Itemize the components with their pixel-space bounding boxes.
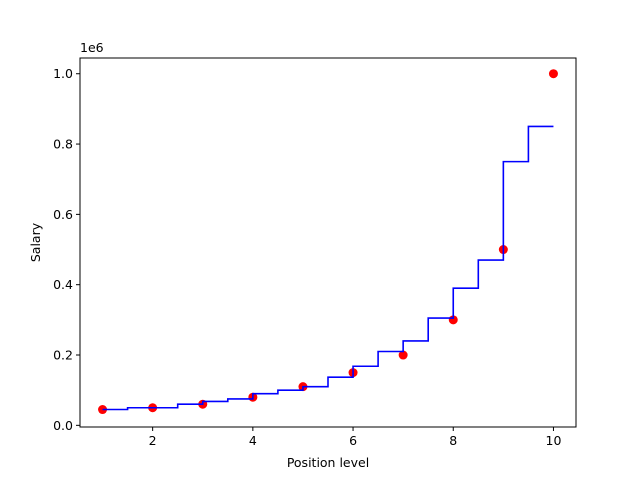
x-tick-label: 4 xyxy=(249,433,257,448)
y-axis-label: Salary xyxy=(28,222,43,262)
step-line xyxy=(102,125,554,411)
x-axis-label: Position level xyxy=(287,455,369,470)
data-point xyxy=(548,69,558,79)
x-axis-ticks: 2 4 6 8 10 xyxy=(149,427,562,448)
x-tick-label: 2 xyxy=(149,433,157,448)
y-tick-label: 0.6 xyxy=(53,207,73,222)
axes-frame xyxy=(79,57,577,428)
plot-content xyxy=(98,69,558,415)
y-tick-label: 0.4 xyxy=(53,277,73,292)
y-tick-label: 0.8 xyxy=(53,137,73,152)
data-point xyxy=(398,350,408,360)
y-axis-ticks: 0.0 0.2 0.4 0.6 0.8 1.0 xyxy=(53,66,80,433)
y-tick-label: 0.0 xyxy=(53,418,73,433)
y-axis-offset-label: 1e6 xyxy=(80,40,104,55)
x-tick-label: 8 xyxy=(449,433,457,448)
axes-border xyxy=(79,57,577,428)
x-tick-label: 10 xyxy=(546,433,562,448)
y-tick-label: 1.0 xyxy=(53,66,73,81)
y-tick-label: 0.2 xyxy=(53,348,73,363)
x-tick-label: 6 xyxy=(349,433,357,448)
